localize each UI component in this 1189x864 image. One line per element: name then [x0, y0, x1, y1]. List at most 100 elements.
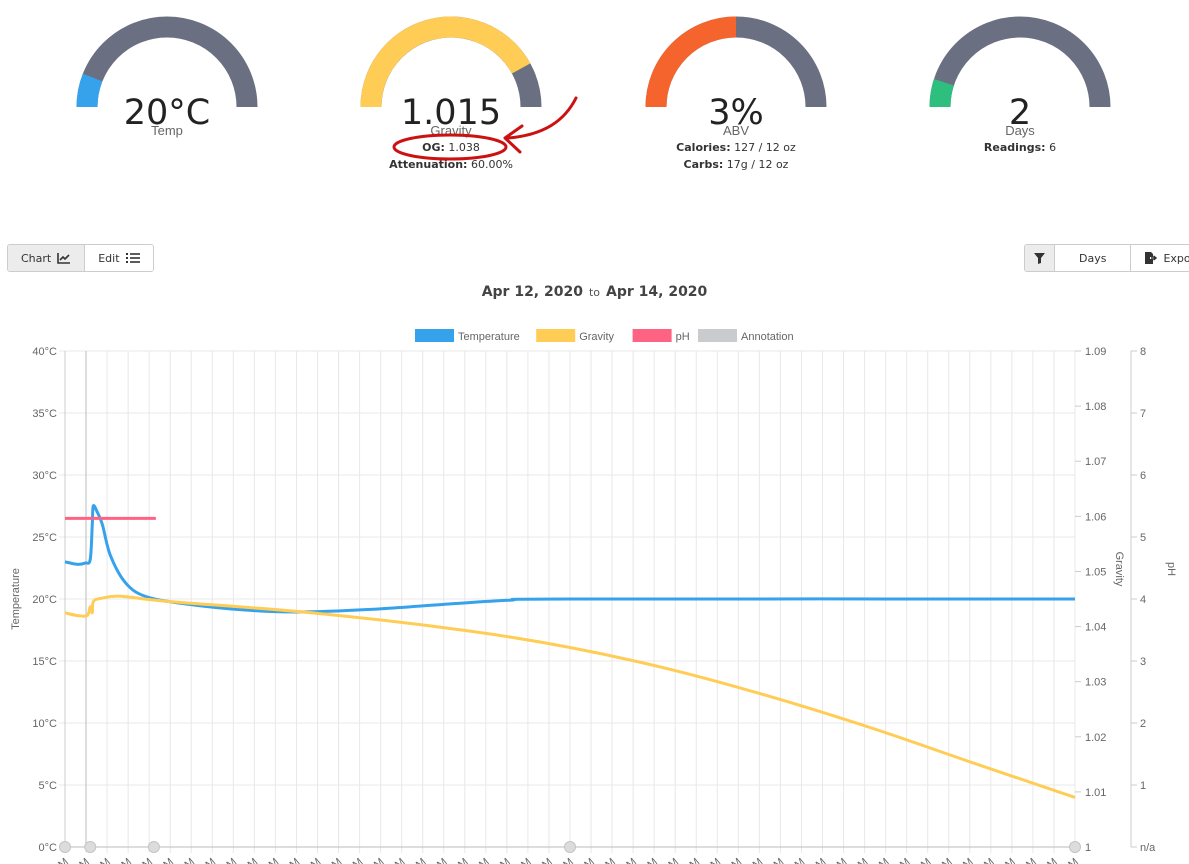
x-tick-label: M	[730, 856, 745, 864]
legend-swatch[interactable]	[632, 329, 672, 342]
temp-gauge-arc	[76, 16, 258, 108]
edit-tab[interactable]: Edit	[85, 245, 153, 271]
x-tick-label: M	[540, 856, 555, 864]
date-start: Apr 12, 2020	[481, 284, 583, 300]
days-gauge: 2 Days Readings: 6	[910, 14, 1130, 184]
legend-label[interactable]: Temperature	[458, 331, 520, 343]
arrow-head-annotation	[503, 124, 524, 154]
abv-gauge-arc	[645, 16, 827, 108]
calories-key: Calories:	[676, 141, 731, 154]
ph-axis-title: pH	[1165, 562, 1177, 576]
x-tick-label: M	[877, 856, 892, 864]
gauge-track	[76, 16, 258, 108]
date-end: Apr 14, 2020	[606, 284, 708, 300]
x-tick-label: M	[940, 856, 955, 864]
x-tick-label: M	[330, 856, 345, 864]
x-tick-label: M	[372, 856, 387, 864]
x-tick-label: M	[393, 856, 408, 864]
x-tick-label: M	[77, 856, 92, 864]
ph-tick-label: 1	[1140, 780, 1146, 792]
days-label: Days	[1005, 123, 1035, 138]
annotation-marker[interactable]	[564, 841, 576, 853]
x-tick-label: M	[119, 856, 134, 864]
x-tick-label: M	[772, 856, 787, 864]
days-button[interactable]: Days	[1055, 245, 1132, 271]
x-tick-label: M	[645, 856, 660, 864]
abv-label: ABV	[722, 123, 749, 138]
calories-value: 127 / 12 oz	[734, 141, 796, 154]
chart-tab[interactable]: Chart	[8, 245, 86, 271]
x-tick-label: M	[1003, 856, 1018, 864]
gravity-tick-label: 1.06	[1085, 511, 1106, 523]
gravity-tick-label: 1.07	[1085, 456, 1106, 468]
date-range: Apr 12, 2020 to Apr 14, 2020	[0, 284, 1189, 300]
temp-tick-label: 30°C	[32, 470, 57, 482]
gravity-axis-title: Gravity	[1113, 552, 1125, 587]
temp-tick-label: 40°C	[32, 346, 57, 358]
gravity-tick-label: 1.02	[1085, 732, 1106, 744]
calories-reading: Calories: 127 / 12 oz	[626, 141, 846, 154]
legend-label[interactable]: Gravity	[579, 331, 614, 343]
carbs-value: 17g / 12 oz	[726, 158, 789, 171]
ph-tick-label: 4	[1140, 594, 1146, 606]
attenuation-reading: Attenuation: 60.00%	[341, 158, 561, 171]
x-tick-label: M	[961, 856, 976, 864]
x-tick-label: M	[582, 856, 597, 864]
x-tick-label: M	[561, 856, 576, 864]
temperature-series-line	[64, 504, 1076, 614]
x-tick-label: M	[793, 856, 808, 864]
gravity-series-line	[64, 594, 1076, 799]
temp-value: 20°C	[123, 93, 211, 133]
export-icon	[1145, 252, 1158, 264]
annotation-marker[interactable]	[147, 841, 160, 853]
ph-tick-label: 8	[1140, 346, 1146, 358]
gauge-track	[929, 16, 1111, 108]
filter-button[interactable]	[1025, 245, 1055, 271]
x-tick-label: M	[246, 856, 261, 864]
annotation-marker[interactable]	[84, 841, 97, 853]
x-tick-label: M	[1024, 856, 1039, 864]
temp-tick-label: 5°C	[39, 780, 58, 792]
temp-tick-label: 20°C	[32, 594, 57, 606]
x-tick-label: M	[267, 856, 282, 864]
x-tick-label: M	[498, 856, 513, 864]
legend-swatch[interactable]	[415, 329, 454, 342]
export-button[interactable]: Export	[1131, 245, 1189, 271]
gravity-value: 1.015	[400, 93, 502, 133]
gravity-tick-label: 1	[1085, 842, 1091, 854]
x-tick-label: M	[666, 856, 681, 864]
annotation-marker[interactable]	[1069, 841, 1081, 853]
gravity-tick-label: 1.08	[1085, 401, 1106, 413]
readings-value: 6	[1049, 141, 1057, 154]
readings-count: Readings: 6	[910, 141, 1130, 154]
x-tick-label: M	[708, 856, 723, 864]
view-toggle: Chart Edit	[7, 244, 154, 272]
x-tick-label: M	[140, 856, 155, 864]
legend-swatch[interactable]	[536, 329, 576, 342]
x-tick-label: M	[288, 856, 303, 864]
gravity-tick-label: 1.03	[1085, 677, 1106, 689]
temp-tick-label: 0°C	[39, 842, 58, 854]
date-to: to	[588, 286, 601, 299]
x-tick-label: M	[414, 856, 429, 864]
export-button-label: Export	[1163, 251, 1189, 265]
x-tick-label: M	[751, 856, 766, 864]
og-value: 1.038	[448, 141, 480, 154]
legend-label[interactable]: Annotation	[741, 331, 794, 343]
gravity-tick-label: 1.05	[1085, 566, 1106, 578]
carbs-reading: Carbs: 17g / 12 oz	[626, 158, 846, 171]
legend-label[interactable]: pH	[676, 331, 690, 343]
readings-key: Readings:	[983, 141, 1046, 154]
gravity-tick-label: 1.04	[1085, 622, 1106, 634]
list-icon	[125, 253, 140, 263]
x-tick-label: M	[309, 856, 324, 864]
x-tick-label: M	[456, 856, 471, 864]
legend-swatch[interactable]	[698, 329, 737, 342]
annotation-marker[interactable]	[59, 841, 71, 853]
og-reading: OG: 1.038	[341, 141, 561, 154]
ph-tick-label: 7	[1140, 408, 1146, 420]
chart-actions: Days Export	[1024, 244, 1189, 272]
x-tick-label: M	[98, 856, 113, 864]
temp-tick-label: 10°C	[32, 718, 57, 730]
x-tick-label: M	[919, 856, 934, 864]
